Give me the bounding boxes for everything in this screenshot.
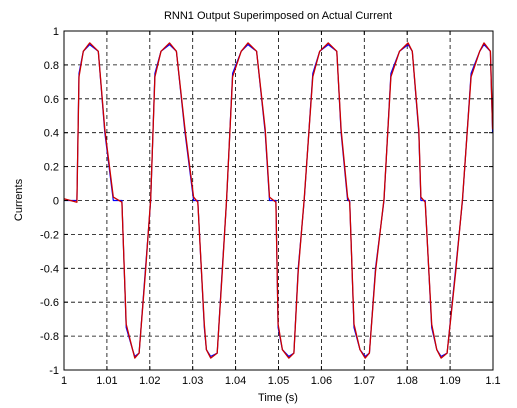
x-tick-label: 1.08 — [396, 375, 417, 387]
x-tick-label: 1.05 — [268, 375, 289, 387]
x-tick-label: 1.07 — [354, 375, 375, 387]
x-tick-label: 1.04 — [225, 375, 246, 387]
series-group — [63, 42, 494, 359]
x-tick-label: 1.1 — [485, 375, 500, 387]
y-tick-label: 0.6 — [44, 94, 59, 106]
y-tick-label: -0.4 — [40, 263, 59, 275]
y-axis: -1 -0.8 -0.6 -0.4 -0.2 0 0.2 0.4 0.6 0.8 1 — [40, 26, 493, 377]
y-tick-label: -0.6 — [40, 297, 59, 309]
y-tick-label: -0.8 — [40, 331, 59, 343]
series-line-red — [63, 42, 494, 359]
y-tick-label: -1 — [49, 365, 59, 377]
grid — [64, 31, 493, 370]
y-tick-label: 0 — [53, 196, 59, 208]
y-tick-label: 0.4 — [44, 128, 59, 140]
x-tick-label: 1.02 — [139, 375, 160, 387]
chart-title: RNN1 Output Superimposed on Actual Curre… — [164, 10, 392, 22]
y-tick-label: 0.2 — [44, 162, 59, 174]
y-axis-title: Currents — [13, 178, 25, 221]
x-tick-label: 1.06 — [311, 375, 332, 387]
y-tick-label: 1 — [53, 26, 59, 38]
x-tick-label: 1.09 — [439, 375, 460, 387]
x-tick-label: 1.03 — [182, 375, 203, 387]
y-tick-label: 0.8 — [44, 60, 59, 72]
x-axis: 1 1.01 1.02 1.03 1.04 1.05 1.06 1.07 1.08 1.09 1.1 — [61, 31, 501, 387]
x-axis-title: Time (s) — [258, 392, 298, 404]
y-tick-label: -0.2 — [40, 229, 59, 241]
x-tick-label: 1.01 — [96, 375, 117, 387]
x-tick-label: 1 — [61, 375, 67, 387]
